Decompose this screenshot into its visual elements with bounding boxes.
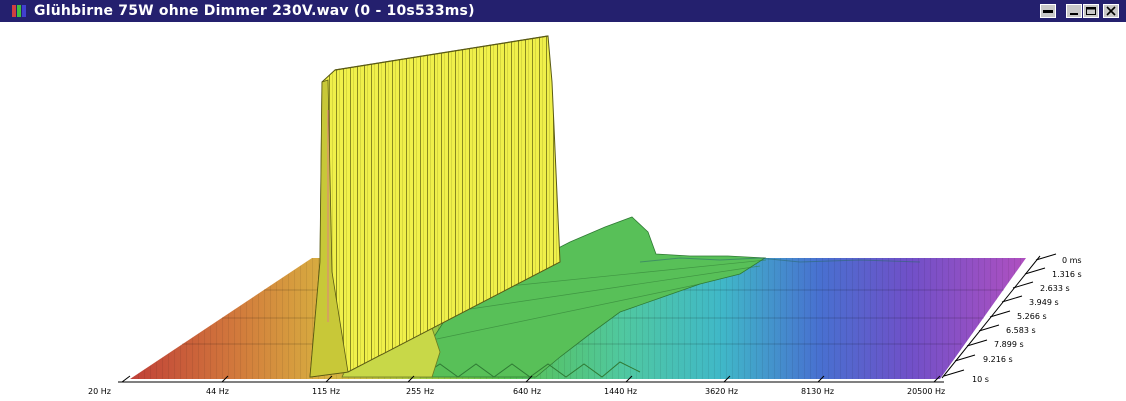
time-tick-label: 2.633 s (1040, 284, 1070, 293)
time-tick-label: 10 s (972, 375, 989, 384)
close-icon (1106, 6, 1116, 16)
frequency-tick-label: 255 Hz (406, 387, 434, 396)
restore-button[interactable] (1040, 4, 1056, 18)
minimize-icon (1070, 13, 1078, 15)
maximize-icon (1086, 7, 1096, 15)
frequency-tick-label: 44 Hz (206, 387, 229, 396)
time-tick-label: 6.583 s (1006, 326, 1036, 335)
title-bar[interactable]: Glühbirne 75W ohne Dimmer 230V.wav (0 - … (0, 0, 1126, 22)
restore-icon (1043, 10, 1053, 13)
time-tick-label: 7.899 s (994, 340, 1024, 349)
high-band-ripples (639, 257, 921, 263)
time-tick-label: 5.266 s (1017, 312, 1047, 321)
frequency-tick-label: 115 Hz (312, 387, 340, 396)
spectrum-app-icon[interactable] (12, 5, 26, 17)
minimize-button[interactable] (1066, 4, 1082, 18)
frequency-tick-label: 640 Hz (513, 387, 541, 396)
frequency-tick-label: 1440 Hz (604, 387, 637, 396)
frequency-tick-label: 20500 Hz (907, 387, 945, 396)
time-tick-label: 9.216 s (983, 355, 1013, 364)
waterfall-plot: 20 Hz 44 Hz 115 Hz 255 Hz 640 Hz 1440 Hz… (88, 35, 1082, 396)
time-axis-ticks (943, 253, 1057, 377)
hum-peak-ridge (334, 35, 549, 71)
time-tick-label: 0 ms (1062, 256, 1082, 265)
time-tick-label: 1.316 s (1052, 270, 1082, 279)
mid-band-lines (431, 259, 767, 341)
maximize-button[interactable] (1083, 4, 1099, 18)
hum-peak-side (309, 79, 349, 378)
window-title: Glühbirne 75W ohne Dimmer 230V.wav (0 - … (34, 3, 475, 19)
mid-band-wavefront (419, 361, 641, 378)
frequency-tick-label: 3620 Hz (705, 387, 738, 396)
frequency-axis-ticks (121, 375, 941, 383)
frequency-tick-label: 20 Hz (88, 387, 111, 396)
close-button[interactable] (1103, 4, 1119, 18)
frequency-tick-label: 8130 Hz (801, 387, 834, 396)
time-tick-label: 3.949 s (1029, 298, 1059, 307)
